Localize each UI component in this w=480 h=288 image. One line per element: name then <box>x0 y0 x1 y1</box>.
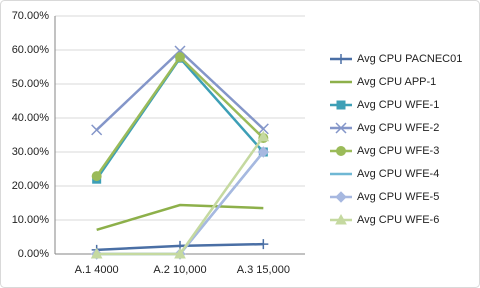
legend-label: Avg CPU WFE-5 <box>357 191 439 203</box>
x-tick-label: A.3 15,000 <box>237 264 290 276</box>
marker <box>175 52 185 63</box>
y-tick-label: 0.00% <box>18 248 49 260</box>
x-tick-label: A.1 4000 <box>75 264 119 276</box>
y-tick-label: 60.00% <box>12 44 50 56</box>
series-line <box>96 203 264 232</box>
marker <box>90 247 103 259</box>
marker <box>335 191 347 203</box>
marker <box>257 123 269 135</box>
y-tick-label: 20.00% <box>12 180 50 192</box>
marker <box>335 213 347 225</box>
marker <box>258 239 269 250</box>
marker <box>335 122 347 134</box>
marker <box>91 124 103 136</box>
x-tick-label: A.2 10,000 <box>153 264 206 276</box>
y-tick-label: 70.00% <box>12 10 50 22</box>
y-tick-label: 30.00% <box>12 146 50 158</box>
marker <box>257 146 270 158</box>
legend-label: Avg CPU APP-1 <box>357 76 436 88</box>
marker <box>257 130 270 142</box>
y-tick-label: 10.00% <box>12 214 50 226</box>
marker <box>336 100 346 110</box>
marker <box>91 171 102 182</box>
y-tick-label: 50.00% <box>12 78 50 90</box>
legend-label: Avg CPU WFE-1 <box>357 99 439 111</box>
marker <box>336 54 346 64</box>
marker <box>336 146 346 156</box>
legend-label: Avg CPU WFE-4 <box>357 168 439 180</box>
legend-label: Avg CPU WFE-3 <box>357 145 439 157</box>
legend-label: Avg CPU PACNEC01 <box>357 53 462 65</box>
marker <box>174 247 186 259</box>
legend-label: Avg CPU WFE-6 <box>357 214 439 226</box>
legend-label: Avg CPU WFE-2 <box>357 122 439 134</box>
y-tick-label: 40.00% <box>12 112 50 124</box>
